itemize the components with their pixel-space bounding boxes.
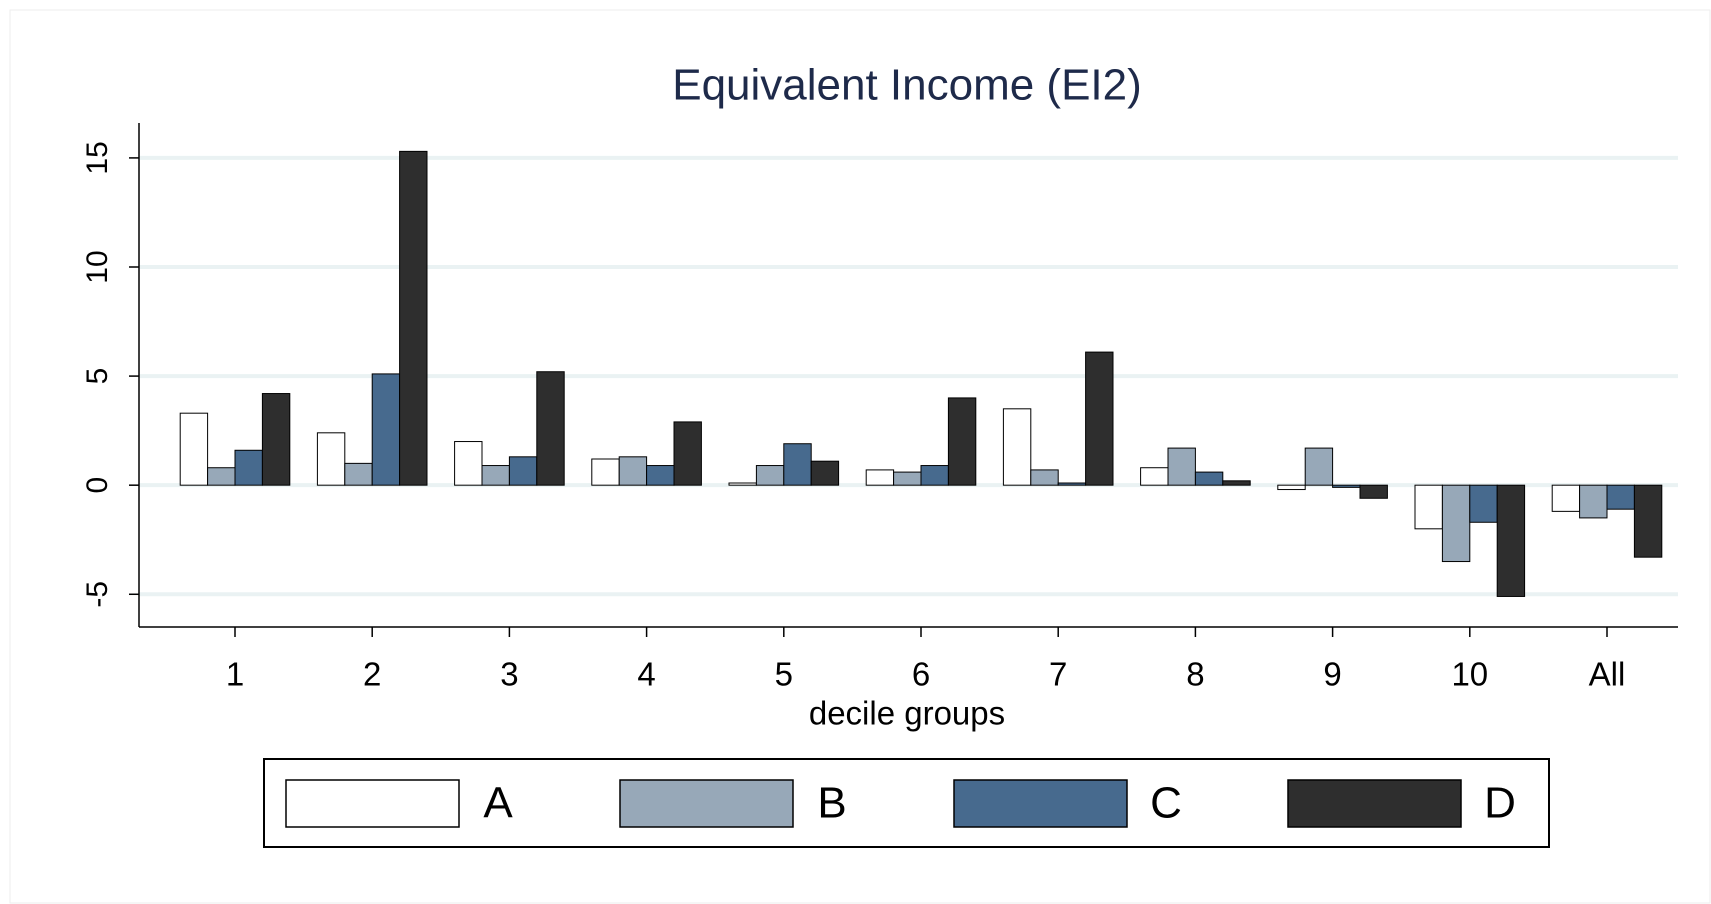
bar <box>591 458 620 486</box>
bar <box>728 482 757 486</box>
bar <box>810 460 840 486</box>
bar <box>536 371 565 486</box>
bar <box>618 456 648 486</box>
bar <box>1414 484 1443 530</box>
bar <box>1304 447 1334 486</box>
y-tick-label: 10 <box>81 250 114 283</box>
bar <box>1579 484 1608 519</box>
y-tick-label: 5 <box>81 368 114 385</box>
bar <box>920 465 949 486</box>
bar <box>179 412 209 486</box>
legend-swatch <box>1287 779 1462 828</box>
bar <box>1469 484 1498 523</box>
x-tick-label: 4 <box>637 656 655 693</box>
bar <box>947 397 977 486</box>
x-tick-label: 3 <box>500 656 518 693</box>
bar <box>646 465 675 486</box>
bar <box>371 373 401 486</box>
bar <box>1332 484 1361 488</box>
legend-label: B <box>817 779 846 828</box>
legend-label: A <box>483 779 513 828</box>
legend-label: D <box>1484 779 1516 828</box>
bar <box>1222 480 1251 486</box>
legend-swatch <box>619 779 794 828</box>
x-axis-title: decile groups <box>809 695 1005 732</box>
bar <box>1496 484 1526 597</box>
x-tick-label: 5 <box>775 656 793 693</box>
bar <box>1277 484 1306 491</box>
bar <box>1030 469 1059 486</box>
bar <box>1140 467 1169 486</box>
bar <box>261 393 291 486</box>
bar <box>1002 408 1032 486</box>
chart-title: Equivalent Income (EI2) <box>672 61 1142 110</box>
bar <box>893 471 922 486</box>
x-tick-label: All <box>1589 656 1626 693</box>
x-tick-label: 7 <box>1049 656 1067 693</box>
y-tick-label: 15 <box>81 141 114 174</box>
bar <box>1359 484 1388 499</box>
bar <box>454 441 483 486</box>
bar <box>755 465 785 486</box>
bar <box>207 467 236 486</box>
bar <box>1057 482 1087 486</box>
bar <box>316 432 346 486</box>
bar <box>481 465 510 486</box>
y-tick-label: 0 <box>81 477 114 494</box>
bar <box>1167 447 1196 486</box>
bar <box>1194 471 1224 486</box>
bar <box>1085 351 1114 486</box>
bar <box>783 443 812 486</box>
x-tick-label: 9 <box>1323 656 1341 693</box>
legend-swatch <box>285 779 460 828</box>
legend-swatch <box>953 779 1128 828</box>
x-tick-label: 2 <box>363 656 381 693</box>
bar <box>1441 484 1471 563</box>
bar <box>1551 484 1581 512</box>
y-tick-label: -5 <box>81 581 114 608</box>
bar <box>1606 484 1635 510</box>
bar <box>865 469 895 486</box>
x-tick-label: 8 <box>1186 656 1204 693</box>
bar <box>508 456 538 486</box>
bar <box>344 462 373 486</box>
legend-label: C <box>1150 779 1182 828</box>
bar <box>399 150 428 486</box>
bar <box>673 421 702 486</box>
x-tick-label: 1 <box>226 656 244 693</box>
x-tick-label: 6 <box>912 656 930 693</box>
bar <box>234 449 263 486</box>
x-tick-label: 10 <box>1451 656 1488 693</box>
bar <box>1633 484 1663 558</box>
